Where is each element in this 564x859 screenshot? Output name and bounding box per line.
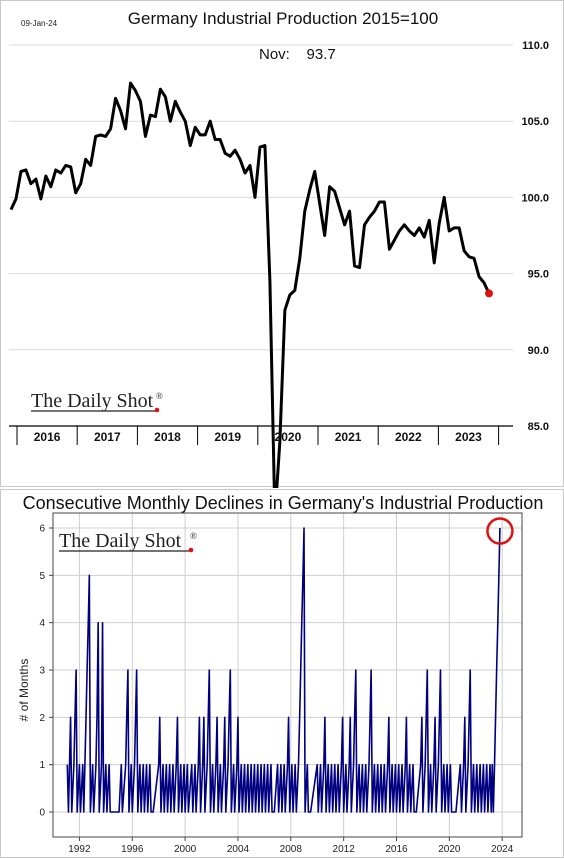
x-axis-year-labels: 2016 2017 2018 2019 2020 2021 2022 2023 bbox=[9, 425, 513, 445]
watermark: The Daily Shot ® bbox=[59, 530, 197, 553]
x-tick-label-2022: 2022 bbox=[395, 430, 422, 444]
consecutive-declines-chart-panel: Consecutive Monthly Declines in Germany'… bbox=[0, 489, 564, 858]
watermark-dot bbox=[154, 407, 160, 413]
latest-value-annotation: Nov: 93.7 bbox=[259, 46, 336, 63]
y-gridlines bbox=[9, 44, 513, 351]
y-axis-label: # of Months bbox=[17, 659, 31, 722]
y-tick-label: 3 bbox=[39, 666, 45, 677]
consecutive-declines-series-line bbox=[66, 527, 501, 813]
y-tick-label: 1 bbox=[39, 760, 45, 771]
x-tick-label-2000: 2000 bbox=[174, 844, 197, 855]
y-axis-tick-labels: 0 1 2 3 4 5 6 bbox=[39, 524, 45, 819]
consecutive-declines-chart: Consecutive Monthly Declines in Germany'… bbox=[17, 493, 544, 855]
watermark-text: The Daily Shot bbox=[59, 530, 182, 552]
x-tick-label-2023: 2023 bbox=[455, 430, 482, 444]
x-tick-label-2019: 2019 bbox=[214, 430, 241, 444]
x-tick-label-1996: 1996 bbox=[121, 844, 144, 855]
y-tick-label: 4 bbox=[39, 618, 45, 629]
latest-peak-highlight-circle bbox=[486, 517, 514, 545]
y-tick-label: 105.0 bbox=[521, 116, 549, 128]
y-tick-label: 100.0 bbox=[521, 192, 549, 204]
y-tick-label: 85.0 bbox=[528, 421, 549, 433]
x-tick-label-2016: 2016 bbox=[385, 844, 408, 855]
x-tick-label-2021: 2021 bbox=[335, 430, 362, 444]
x-tick-label-2012: 2012 bbox=[333, 844, 356, 855]
x-tick-label-2008: 2008 bbox=[280, 844, 303, 855]
x-axis-tick-labels: 1992 1996 2000 2004 2008 2012 2016 2020 2024 bbox=[68, 844, 513, 855]
watermark-text: The Daily Shot bbox=[31, 390, 154, 412]
x-tick-label-2018: 2018 bbox=[154, 430, 181, 444]
y-axis-tick-labels: 110.0 105.0 100.0 95.0 90.0 85.0 bbox=[521, 40, 549, 433]
y-tick-label: 0 bbox=[39, 808, 45, 819]
x-tick-label-2017: 2017 bbox=[94, 430, 121, 444]
x-tick-label-2020: 2020 bbox=[438, 844, 461, 855]
plot-frame bbox=[52, 512, 523, 838]
watermark-registered-mark: ® bbox=[156, 391, 163, 401]
y-tick-label: 110.0 bbox=[522, 40, 549, 52]
industrial-production-chart: 09-Jan-24 Germany Industrial Production … bbox=[9, 9, 549, 488]
y-tick-label: 2 bbox=[39, 713, 45, 724]
x-tick-label-2024: 2024 bbox=[491, 844, 514, 855]
watermark: The Daily Shot ® bbox=[31, 390, 163, 413]
chart-title: Germany Industrial Production 2015=100 bbox=[128, 9, 438, 28]
x-tick-label-2004: 2004 bbox=[227, 844, 250, 855]
chart-date-label: 09-Jan-24 bbox=[21, 19, 58, 28]
watermark-dot bbox=[188, 547, 194, 553]
x-tick-label-2016: 2016 bbox=[34, 430, 61, 444]
industrial-production-series-line bbox=[9, 81, 491, 488]
y-tick-label: 95.0 bbox=[528, 269, 549, 281]
chart-title: Consecutive Monthly Declines in Germany'… bbox=[23, 493, 544, 513]
y-tick-label: 90.0 bbox=[528, 345, 549, 357]
industrial-production-chart-panel: 09-Jan-24 Germany Industrial Production … bbox=[0, 0, 564, 488]
y-tick-label: 5 bbox=[39, 571, 45, 582]
latest-value-marker bbox=[485, 289, 493, 298]
x-tick-label-1992: 1992 bbox=[68, 844, 91, 855]
y-tick-label: 6 bbox=[39, 524, 45, 535]
watermark-registered-mark: ® bbox=[190, 531, 197, 541]
